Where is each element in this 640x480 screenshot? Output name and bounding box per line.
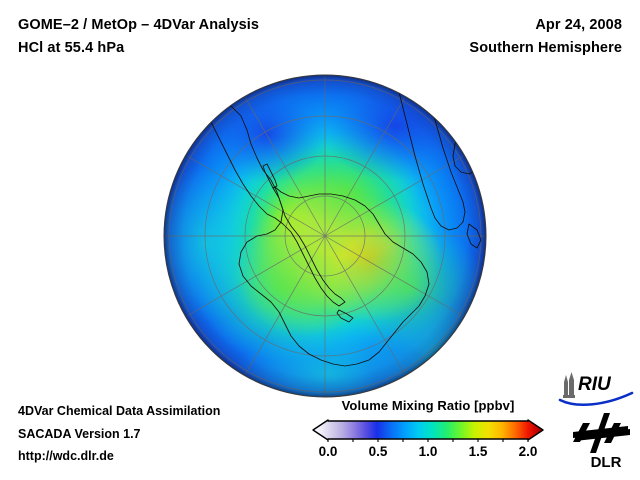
colorbar-tick-1: 0.5 [368,444,388,459]
polar-projection-map [163,74,487,398]
colorbar-tick-labels: 0.0 0.5 1.0 1.5 2.0 [312,444,544,464]
riu-logo: RIU [556,368,636,408]
footer-credits-block: 4DVar Chemical Data Assimilation SACADA … [18,400,220,468]
coastline-new-zealand [441,365,458,385]
colorbar: Volume Mixing Ratio [ppbv] 0.0 0.5 1.0 1… [312,398,544,464]
colorbar-tick-0: 0.0 [318,444,338,459]
header-left-block: GOME–2 / MetOp – 4DVar Analysis HCl at 5… [18,14,259,60]
colorbar-gradient-bar [312,419,544,442]
globe-limb-shading [164,75,486,397]
riu-logo-text: RIU [578,374,612,395]
colorbar-title: Volume Mixing Ratio [ppbv] [341,398,515,413]
page-subtitle: HCl at 55.4 hPa [18,40,125,56]
colorbar-tick-3: 1.5 [468,444,488,459]
colorbar-tick-2: 1.0 [418,444,438,459]
riu-swoosh-icon [558,391,634,406]
dlr-logo: DLR [566,412,638,470]
footer-version-line: SACADA Version 1.7 [18,426,141,441]
page-title: GOME–2 / MetOp – 4DVar Analysis [18,17,260,33]
header-right-block: Apr 24, 2008 Southern Hemisphere [469,14,622,60]
footer-url-line[interactable]: http://wdc.dlr.de [18,449,114,463]
hemisphere-label: Southern Hemisphere [469,40,622,56]
footer-method-line: 4DVar Chemical Data Assimilation [18,404,221,418]
colorbar-tick-4: 2.0 [518,444,538,459]
dlr-mark-icon [573,413,630,453]
cathedral-spires-icon [563,372,575,398]
analysis-date: Apr 24, 2008 [535,17,622,33]
colorbar-ticks-marks [327,439,529,442]
globe-outline [163,74,487,398]
dlr-logo-text: DLR [591,454,622,470]
